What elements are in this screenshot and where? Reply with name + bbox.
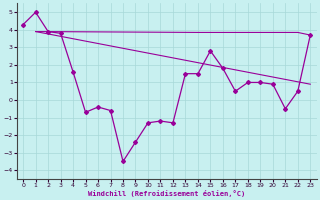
X-axis label: Windchill (Refroidissement éolien,°C): Windchill (Refroidissement éolien,°C) (88, 190, 245, 197)
